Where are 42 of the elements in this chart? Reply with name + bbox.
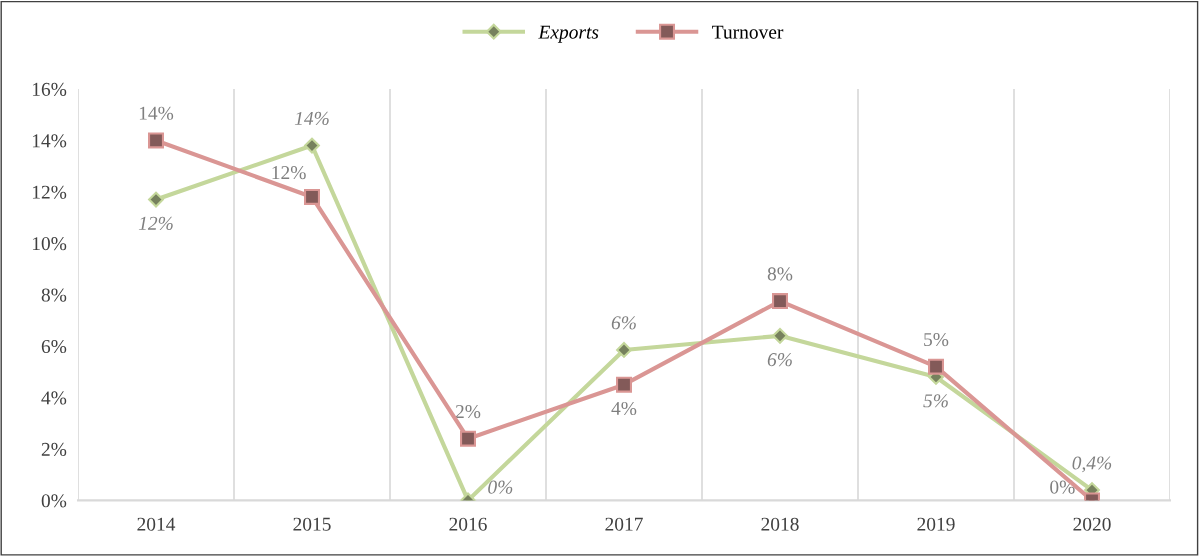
y-tick-label: 0% [41, 494, 67, 508]
data-label: 0% [488, 480, 513, 494]
point [616, 342, 632, 358]
data-label: 4% [611, 401, 637, 416]
y-tick-label: 14% [32, 134, 67, 148]
data-label: 6% [611, 316, 636, 330]
data-label: 0% [1050, 480, 1075, 494]
data-label: 12% [272, 166, 306, 180]
data-label: 6% [767, 353, 792, 367]
point [304, 137, 320, 154]
x-tick-label: 2018 [761, 517, 799, 531]
y-tick-label: 6% [41, 339, 67, 354]
data-label: 2% [455, 404, 481, 419]
point [148, 191, 164, 208]
y-tick-label: 2% [41, 442, 67, 456]
x-tick-label: 2017 [605, 517, 643, 531]
data-label: 14% [139, 106, 174, 120]
data-label: 5% [923, 394, 948, 408]
data-label: 12% [138, 216, 173, 230]
point [772, 327, 788, 344]
legend-label: Exports [538, 25, 599, 43]
data-label: 8% [767, 267, 793, 281]
x-tick-label: 2019 [917, 517, 955, 531]
legend-label: Turnover [712, 25, 784, 39]
y-tick-label: 10% [32, 237, 67, 251]
point [304, 188, 320, 205]
x-tick-label: 2015 [293, 517, 331, 531]
y-tick-label: 12% [32, 185, 67, 199]
data-label: 14% [294, 111, 329, 125]
data-label: 0,4% [1072, 456, 1112, 473]
y-tick-label: 4% [41, 391, 67, 405]
point [928, 358, 944, 375]
x-tick-label: 2014 [137, 517, 176, 531]
point [460, 430, 476, 447]
point [616, 376, 632, 393]
point [148, 132, 164, 149]
x-tick-label: 2016 [449, 517, 487, 531]
x-tick-label: 2020 [1073, 517, 1111, 531]
point [772, 293, 788, 310]
y-tick-label: 8% [41, 288, 67, 302]
y-tick-label: 16% [32, 82, 67, 96]
data-label: 5% [924, 332, 949, 347]
